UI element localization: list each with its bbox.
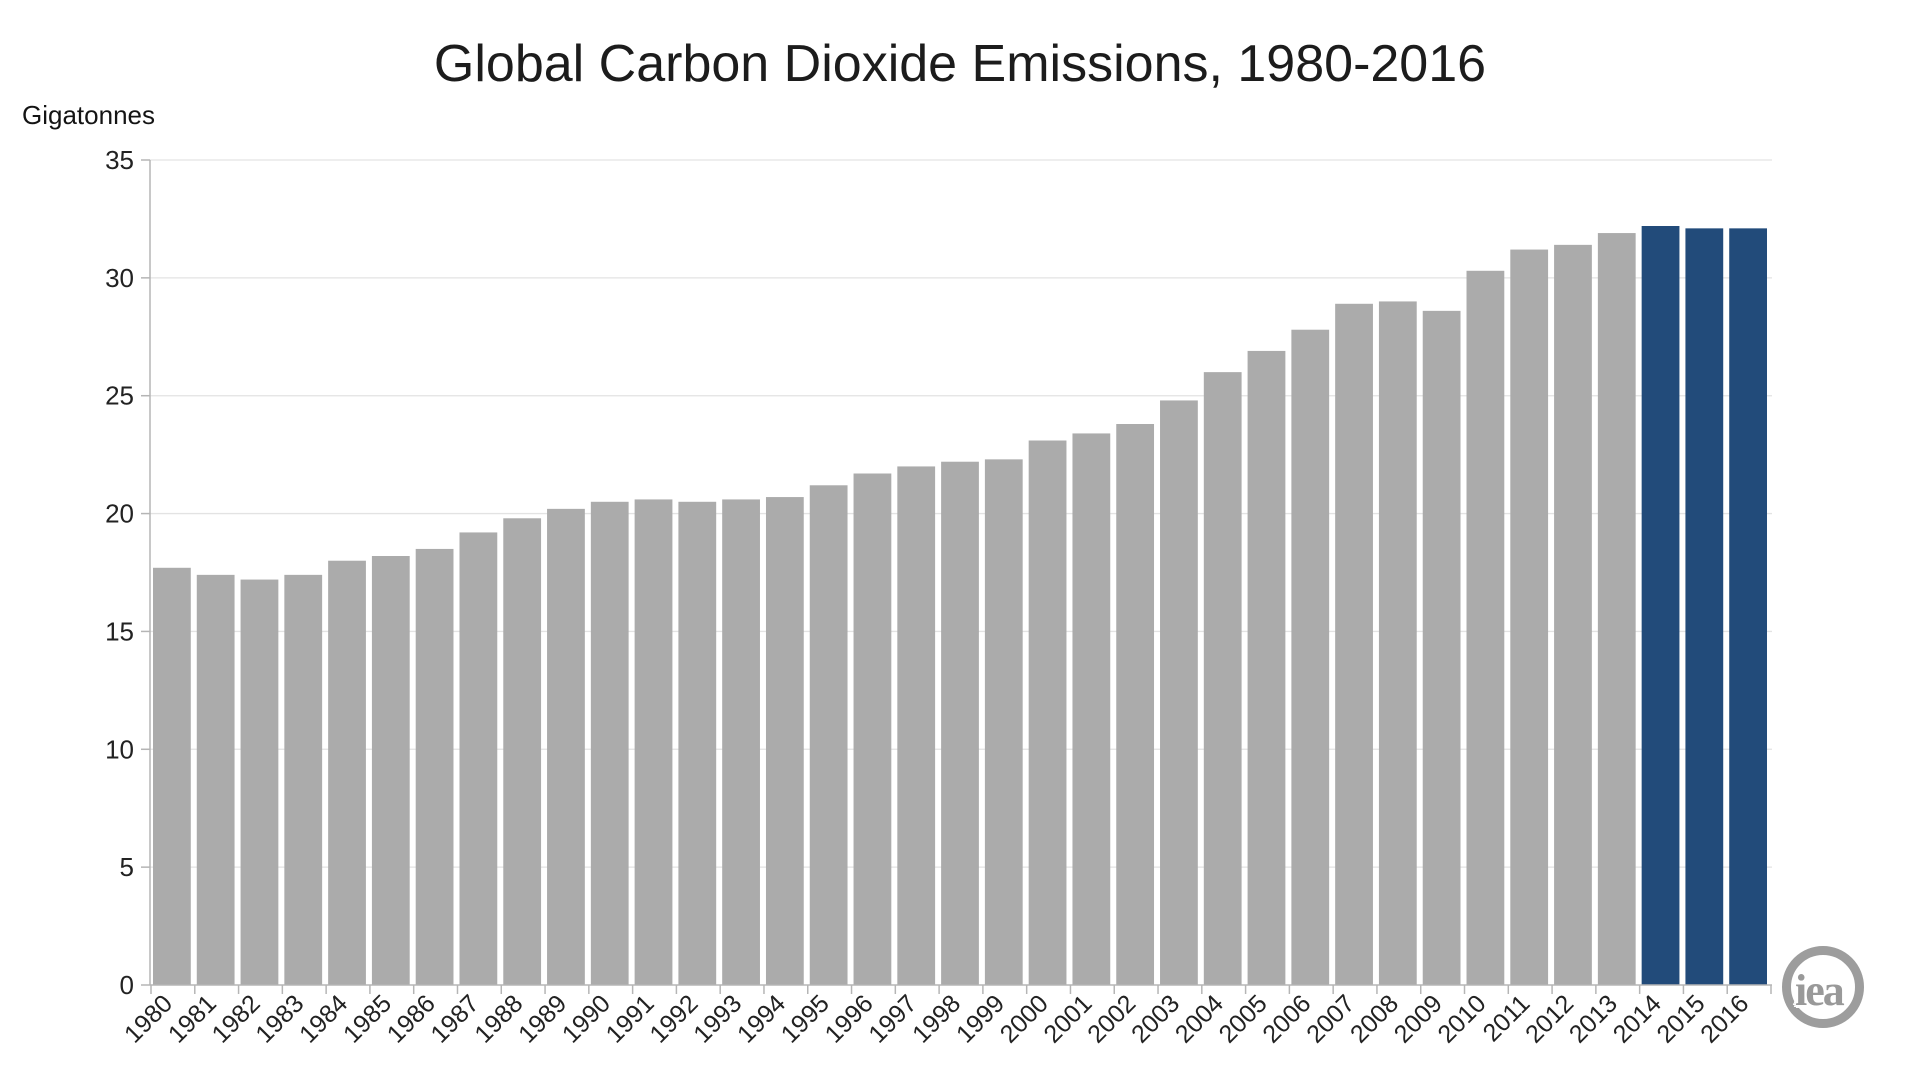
y-tick-label-30: 30 [105, 263, 134, 293]
bar-1980 [153, 567, 191, 985]
x-tick-label-1988: 1988 [469, 989, 528, 1048]
x-tick-label-2002: 2002 [1082, 989, 1141, 1048]
x-tick-label-2000: 2000 [995, 989, 1054, 1048]
x-tick-label-2013: 2013 [1564, 989, 1623, 1048]
bar-2004 [1203, 372, 1242, 986]
bar-1994 [765, 497, 804, 985]
bar-1984 [328, 560, 366, 985]
bar-2014 [1641, 226, 1680, 985]
x-tick-label-2008: 2008 [1345, 989, 1404, 1048]
x-tick-label-2001: 2001 [1038, 989, 1097, 1048]
x-tick-label-2005: 2005 [1214, 989, 1273, 1048]
x-tick-label-1996: 1996 [820, 989, 879, 1048]
x-tick-label-1995: 1995 [776, 989, 835, 1048]
bar-1997 [897, 466, 936, 985]
bar-1995 [809, 485, 848, 985]
chart-title: Global Carbon Dioxide Emissions, 1980-20… [433, 35, 1487, 93]
bar-1985 [371, 556, 410, 985]
x-tick-label-2003: 2003 [1126, 989, 1185, 1048]
y-tick-label-35: 35 [105, 145, 134, 175]
bar-2001 [1072, 433, 1111, 985]
bar-2009 [1422, 310, 1461, 985]
bar-1999 [984, 459, 1023, 985]
x-tick-label-1984: 1984 [294, 989, 353, 1048]
bar-2002 [1116, 424, 1155, 985]
iea-logo-ring-icon [1782, 946, 1864, 1028]
bar-1993 [722, 499, 760, 985]
x-tick-label-1985: 1985 [338, 989, 397, 1048]
bar-2010 [1466, 270, 1505, 985]
x-tick-label-2006: 2006 [1257, 989, 1316, 1048]
x-tick-label-1992: 1992 [644, 989, 703, 1048]
x-tick-label-2016: 2016 [1695, 989, 1754, 1048]
bar-2005 [1247, 350, 1286, 985]
bar-1998 [941, 461, 979, 985]
bar-1990 [590, 501, 629, 985]
bar-1987 [459, 532, 498, 985]
y-tick-label-0: 0 [120, 970, 134, 1000]
bar-1996 [853, 473, 892, 985]
x-tick-label-1993: 1993 [688, 989, 747, 1048]
x-tick-label-1983: 1983 [250, 989, 309, 1048]
x-tick-label-2004: 2004 [1170, 989, 1229, 1048]
bar-1983 [284, 574, 323, 985]
bar-1991 [634, 499, 673, 985]
y-tick-label-15: 15 [105, 616, 134, 646]
y-tick-label-10: 10 [105, 734, 134, 764]
x-tick-label-1989: 1989 [513, 989, 572, 1048]
x-tick-label-1999: 1999 [951, 989, 1010, 1048]
x-tick-label-1990: 1990 [557, 989, 616, 1048]
bar-1992 [678, 501, 717, 985]
x-tick-label-1986: 1986 [382, 989, 441, 1048]
bar-1982 [240, 579, 279, 985]
x-tick-label-2011: 2011 [1478, 989, 1536, 1047]
x-tick-label-1998: 1998 [907, 989, 966, 1048]
x-tick-label-1987: 1987 [425, 989, 484, 1048]
bar-2015 [1685, 228, 1724, 985]
x-tick-label-1981: 1981 [163, 989, 222, 1048]
bar-1986 [415, 548, 454, 985]
bar-1989 [547, 508, 585, 985]
x-tick-label-1991: 1991 [601, 989, 660, 1048]
x-tick-label-2009: 2009 [1389, 989, 1448, 1048]
bar-2008 [1378, 301, 1417, 985]
y-tick-label-25: 25 [105, 381, 134, 411]
bar-1988 [503, 518, 542, 985]
x-tick-label-2007: 2007 [1301, 989, 1360, 1048]
bar-2006 [1291, 329, 1330, 985]
x-tick-label-2015: 2015 [1651, 989, 1710, 1048]
x-tick-label-1997: 1997 [863, 989, 922, 1048]
x-tick-label-1994: 1994 [732, 989, 791, 1048]
bar-2000 [1028, 440, 1067, 985]
bar-1981 [196, 574, 235, 985]
bar-2007 [1335, 303, 1373, 985]
x-tick-label-2014: 2014 [1608, 989, 1667, 1048]
bar-2016 [1729, 228, 1767, 985]
bar-2013 [1597, 233, 1636, 986]
bar-2012 [1554, 244, 1592, 985]
y-axis-unit-label: Gigatonnes [22, 100, 155, 130]
bar-2003 [1160, 400, 1198, 985]
bar-2011 [1510, 249, 1549, 986]
x-tick-label-2012: 2012 [1520, 989, 1579, 1048]
x-tick-label-2010: 2010 [1433, 989, 1492, 1048]
y-tick-label-5: 5 [120, 852, 134, 882]
x-tick-label-1982: 1982 [207, 989, 266, 1048]
y-tick-label-20: 20 [105, 499, 134, 529]
iea-logo-text: iea [1795, 966, 1845, 1015]
iea-logo: iea [1780, 944, 1866, 1030]
